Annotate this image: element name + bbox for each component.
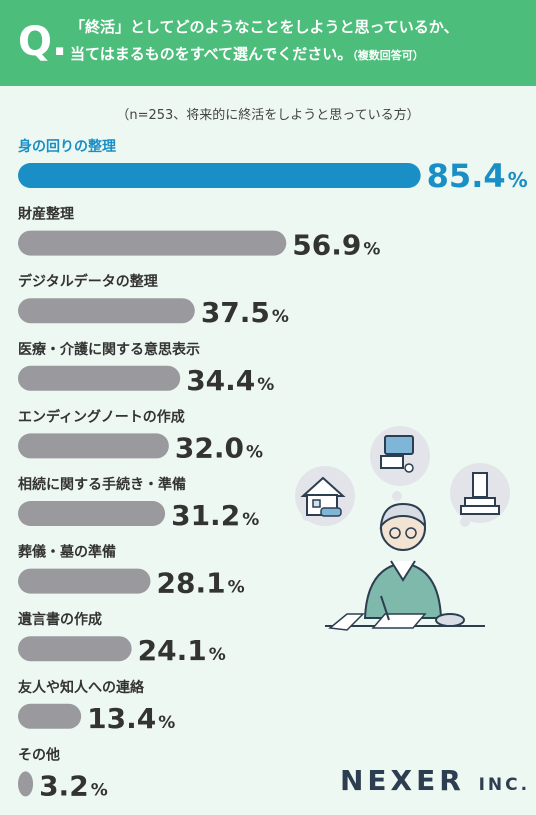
category-label: デジタルデータの整理 (18, 273, 158, 290)
bar (18, 636, 132, 662)
value-label: 3.2% (39, 769, 108, 802)
question-text: 「終活」としてどのようなことをしようと思っているか、 当てはまるものをすべて選ん… (70, 14, 530, 69)
value-label: 13.4% (87, 702, 175, 735)
category-label: 友人や知人への連絡 (18, 679, 145, 696)
category-label: 葬儀・墓の準備 (18, 544, 116, 561)
bar (18, 365, 181, 391)
value-label: 28.1% (156, 567, 244, 600)
bar (18, 433, 169, 459)
value-label: 32.0% (175, 431, 263, 464)
elderly-person-illustration (295, 426, 510, 631)
brand-suffix: INC. (478, 775, 531, 795)
category-label: エンディングノートの作成 (18, 408, 185, 425)
value-label: 34.4% (186, 364, 274, 397)
category-label: 相続に関する手続き・準備 (18, 476, 186, 493)
bar (18, 501, 166, 526)
bar (18, 568, 151, 594)
category-label: 身の回りの整理 (18, 138, 116, 155)
bar (18, 771, 34, 797)
category-label: 財産整理 (17, 206, 74, 223)
bar (18, 703, 82, 729)
question-line-2-main: 当てはまるものをすべて選んでください。 (70, 45, 353, 63)
question-line-2: 当てはまるものをすべて選んでください。（複数回答可） (70, 41, 530, 69)
brand-logo: NEXER INC. (340, 764, 530, 797)
bar (18, 298, 195, 324)
question-line-1: 「終活」としてどのようなことをしようと思っているか、 (70, 18, 459, 36)
sample-note: （n=253、将来的に終活をしようと思っている方） (116, 108, 420, 123)
value-label: 31.2% (171, 499, 259, 532)
category-label: 遺言書の作成 (18, 611, 102, 628)
value-label: 24.1% (138, 634, 226, 667)
category-label: 医療・介護に関する意思表示 (18, 341, 200, 358)
question-header: Q. 「終活」としてどのようなことをしようと思っているか、 当てはまるものをすべ… (0, 0, 536, 86)
question-mark: Q. (18, 19, 68, 65)
bar (18, 163, 421, 188)
category-label: その他 (18, 746, 60, 763)
bar (18, 230, 287, 256)
value-label: 56.9% (292, 229, 380, 262)
brand-name: NEXER (340, 764, 465, 797)
value-label: 37.5% (201, 296, 289, 329)
question-note: （複数回答可） (352, 49, 424, 62)
value-label: 85.4% (427, 157, 528, 195)
